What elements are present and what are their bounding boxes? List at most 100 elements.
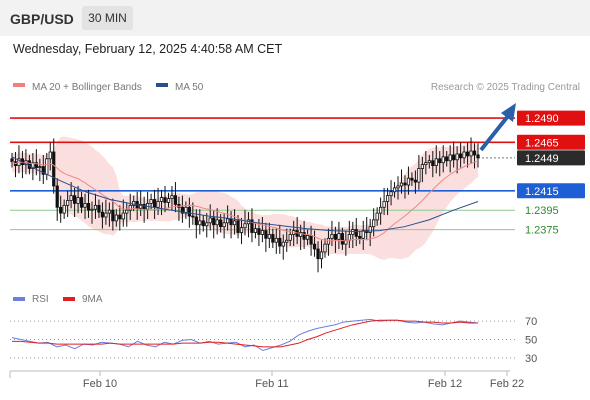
forecast-arrow-head (501, 103, 516, 122)
candle (79, 191, 84, 214)
candle-down (79, 197, 84, 208)
candle-down (100, 211, 105, 218)
level-label-1.2449: 1.2449 (525, 153, 559, 165)
candle (250, 208, 254, 243)
candle-down (180, 206, 185, 214)
candle (66, 190, 70, 217)
candle-down (403, 182, 407, 186)
legend-9ma-swatch (63, 297, 75, 301)
candle-up (121, 212, 125, 220)
candle (260, 216, 264, 243)
candle-up (441, 156, 445, 164)
candle-up (424, 162, 428, 166)
candle (434, 145, 438, 174)
candle (83, 193, 87, 219)
candle-down (41, 166, 45, 175)
candle (52, 138, 56, 194)
candle-up (239, 227, 244, 233)
candle-up (469, 150, 473, 157)
candle-down (55, 185, 59, 208)
candle (222, 213, 226, 239)
ma50-line (11, 156, 479, 233)
candle-down (316, 248, 320, 260)
candle (201, 215, 205, 232)
candle-up (170, 195, 174, 199)
candle-down (163, 197, 167, 203)
candle-down (452, 154, 456, 161)
candle (375, 207, 379, 226)
candle (76, 185, 80, 214)
candle-down (142, 203, 146, 210)
candle (302, 220, 306, 249)
candle (170, 185, 174, 211)
candle (403, 175, 407, 199)
candle (396, 176, 400, 200)
candle-up (351, 229, 355, 235)
candle-up (215, 219, 219, 226)
candle-down (257, 228, 261, 235)
candle-down (212, 217, 216, 226)
x-tick-labels: Feb 10 Feb 11 Feb 12 Feb 22 (83, 371, 524, 390)
candle-down (340, 233, 344, 245)
x-tick-label: Feb 10 (83, 378, 117, 390)
candle (462, 146, 466, 164)
level-label-1.2375: 1.2375 (525, 225, 559, 237)
candle (166, 192, 171, 209)
candle (399, 169, 404, 194)
level-label-1.2395: 1.2395 (525, 205, 559, 217)
candle-down (465, 151, 470, 157)
candle-up (319, 251, 324, 260)
candle-up (382, 201, 386, 208)
candle (239, 217, 244, 245)
candle (379, 197, 383, 225)
rsi-9ma-line (12, 319, 478, 348)
candle (476, 143, 480, 168)
candle-down (86, 203, 91, 211)
candle (459, 142, 463, 168)
candle (368, 218, 372, 247)
x-tick-label: Feb 22 (490, 378, 524, 390)
candle (358, 230, 362, 245)
candle (90, 201, 94, 224)
x-tick-label: Feb 11 (255, 378, 288, 390)
candle (326, 228, 331, 256)
candle (184, 201, 188, 219)
candle-up (243, 223, 247, 229)
candle (469, 137, 473, 164)
candle (285, 228, 289, 252)
candle (69, 182, 73, 209)
candle-up (420, 164, 424, 169)
candle (427, 154, 431, 169)
forecast-arrow-shaft (479, 114, 510, 152)
candle (48, 142, 52, 171)
candle (448, 145, 452, 173)
timeframe-button[interactable]: 30 MIN (82, 6, 133, 30)
candle-down (445, 156, 449, 162)
candle (312, 230, 317, 257)
candle (212, 210, 216, 239)
candle-up (260, 230, 264, 235)
candle (305, 229, 310, 246)
candle (392, 182, 397, 198)
candle-up (90, 208, 94, 211)
candle (121, 199, 125, 227)
candle (253, 222, 258, 239)
candle (104, 199, 108, 225)
candle-up (375, 212, 379, 221)
candle-up (125, 209, 129, 214)
candle (281, 234, 285, 260)
candle-up (93, 204, 98, 210)
candle (111, 198, 115, 231)
candle (72, 187, 77, 217)
candle-down (187, 206, 191, 217)
candle (31, 152, 35, 181)
candle-up (389, 191, 393, 197)
candle-up (83, 203, 87, 208)
candle-up (128, 204, 132, 211)
legend-rsi-label: RSI (32, 294, 49, 305)
candle (441, 145, 445, 173)
candle-up (396, 185, 400, 189)
candle-down (52, 151, 56, 187)
candle-up (104, 212, 108, 218)
level-tag-1.2490 (517, 110, 585, 126)
